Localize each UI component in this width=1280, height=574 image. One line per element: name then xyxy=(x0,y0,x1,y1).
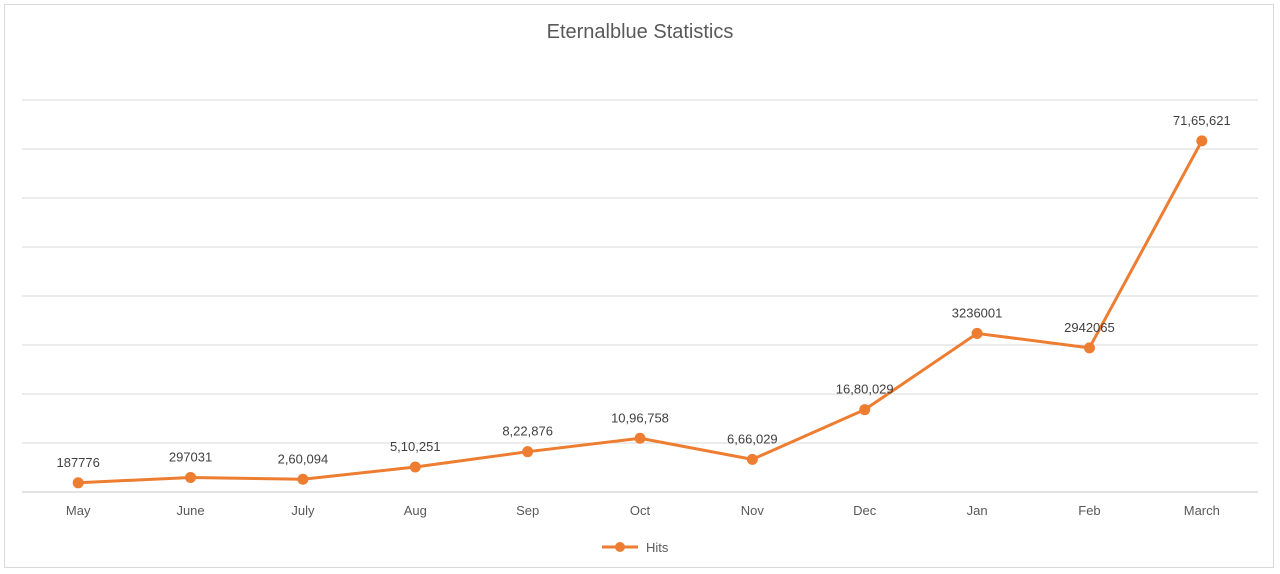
data-label: 2,60,094 xyxy=(278,451,329,466)
x-tick-label: Feb xyxy=(1078,503,1100,518)
data-label: 2942065 xyxy=(1064,320,1115,335)
data-label: 6,66,029 xyxy=(727,431,778,446)
x-tick-label: Aug xyxy=(404,503,427,518)
data-point xyxy=(971,327,983,339)
x-tick-label: Sep xyxy=(516,503,539,518)
x-tick-label: June xyxy=(176,503,204,518)
x-tick-label: Dec xyxy=(853,503,877,518)
data-label: 297031 xyxy=(169,449,212,464)
data-label: 16,80,029 xyxy=(836,382,894,397)
x-tick-label: Oct xyxy=(630,503,651,518)
data-label: 187776 xyxy=(56,455,99,470)
legend-label-hits: Hits xyxy=(646,540,669,555)
data-point xyxy=(409,461,421,473)
data-point xyxy=(522,446,534,458)
data-label: 3236001 xyxy=(952,305,1003,320)
data-label: 8,22,876 xyxy=(502,424,553,439)
data-label: 5,10,251 xyxy=(390,439,441,454)
x-tick-label: July xyxy=(291,503,315,518)
legend: Hits xyxy=(602,540,669,555)
data-point xyxy=(859,404,871,416)
data-point xyxy=(72,477,84,489)
x-tick-label: May xyxy=(66,503,91,518)
chart-frame xyxy=(4,4,1274,568)
data-point xyxy=(1196,135,1208,147)
x-axis-tick-labels: May June July Aug Sep Oct Nov Dec Jan Feb March xyxy=(66,503,1220,518)
data-point xyxy=(746,453,758,465)
data-point xyxy=(634,432,646,444)
data-point xyxy=(185,471,197,483)
series-hits xyxy=(72,135,1208,489)
x-tick-label: Jan xyxy=(967,503,988,518)
gridlines xyxy=(22,99,1258,493)
data-label: 10,96,758 xyxy=(611,410,669,425)
series-line-hits xyxy=(78,140,1204,485)
x-tick-label: Nov xyxy=(741,503,765,518)
x-tick-label: March xyxy=(1184,503,1220,518)
legend-marker-hits xyxy=(615,542,625,552)
chart-title: Eternalblue Statistics xyxy=(547,21,734,43)
data-point xyxy=(297,473,309,485)
data-label: 71,65,621 xyxy=(1173,113,1231,128)
data-labels: 187776 297031 2,60,094 5,10,251 8,22,876 10,9… xyxy=(56,113,1230,470)
data-point xyxy=(1083,342,1095,354)
